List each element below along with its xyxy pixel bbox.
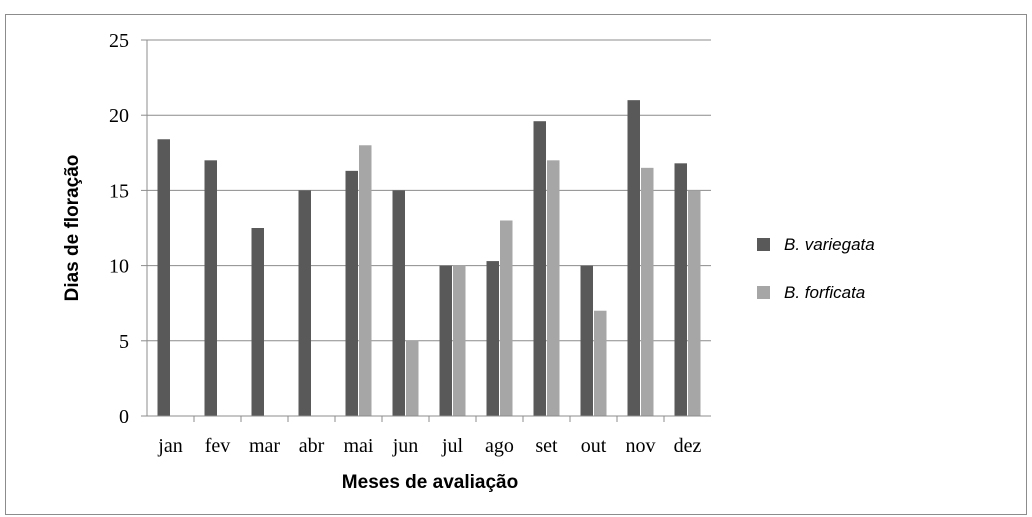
x-tick-label: mar [249, 435, 280, 457]
x-tick-label: mai [344, 435, 374, 457]
y-tick-label: 25 [109, 30, 129, 52]
bar-dez-series-1 [674, 163, 687, 416]
bar-jul-series-1 [439, 265, 452, 416]
bar-out-series-2 [594, 310, 607, 416]
bar-ago-series-1 [486, 261, 499, 416]
legend-swatch [757, 238, 770, 251]
legend-label: B. variegata [784, 235, 875, 254]
x-tick-label: out [581, 435, 607, 457]
bar-nov-series-1 [627, 100, 640, 416]
x-tick-label: ago [485, 435, 514, 457]
y-tick-label: 15 [109, 180, 129, 202]
bar-jun-series-2 [406, 340, 419, 416]
bar-jan-series-1 [157, 139, 170, 416]
y-axis-title: Dias de floração [62, 155, 83, 302]
bar-abr-series-1 [298, 190, 311, 416]
x-tick-label: dez [674, 435, 702, 457]
x-tick-label: set [535, 435, 558, 457]
bar-mai-series-1 [345, 170, 358, 416]
bar-nov-series-2 [641, 167, 654, 416]
chart-frame [5, 14, 1027, 515]
y-tick-label: 20 [109, 105, 129, 127]
gridlines [147, 39, 711, 342]
y-tick-label: 10 [109, 256, 129, 278]
y-tick-label: 0 [119, 406, 129, 428]
x-tick-label: jan [157, 435, 182, 457]
bar-mai-series-2 [359, 145, 372, 416]
bar-out-series-1 [580, 265, 593, 416]
y-tick-labels: 0 5 10 15 20 25 [109, 30, 129, 428]
bars [157, 100, 701, 416]
bar-set-series-1 [533, 121, 546, 416]
x-tick-label: fev [205, 435, 231, 457]
axes [141, 39, 711, 422]
x-tick-label: abr [299, 435, 325, 457]
bar-mar-series-1 [251, 228, 264, 416]
x-tick-label: nov [626, 435, 656, 457]
bar-jun-series-1 [392, 190, 405, 416]
bar-fev-series-1 [204, 160, 217, 416]
bar-dez-series-2 [688, 190, 701, 416]
x-tick-label: jun [392, 435, 419, 457]
legend-swatch [757, 286, 770, 299]
bar-ago-series-2 [500, 220, 513, 416]
x-tick-labels: jan fev mar abr mai jun jul ago set out nov dez [157, 435, 701, 457]
legend: B. variegata B. forficata [757, 235, 875, 302]
bar-jul-series-2 [453, 265, 466, 416]
x-axis-title: Meses de avaliação [342, 472, 518, 493]
y-tick-label: 5 [119, 331, 129, 353]
legend-label: B. forficata [784, 283, 865, 302]
bar-set-series-2 [547, 160, 560, 416]
x-tick-label: jul [441, 435, 464, 457]
